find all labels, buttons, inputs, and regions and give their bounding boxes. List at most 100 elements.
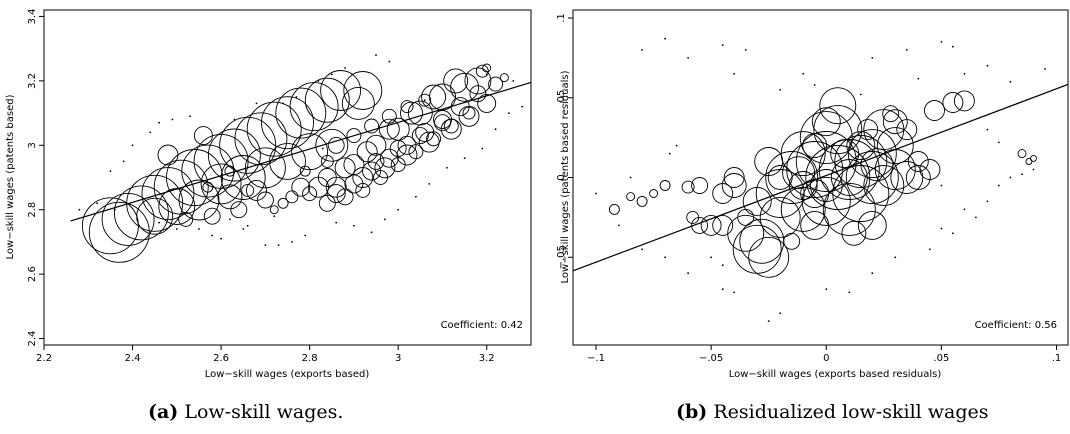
y-ticks-b: −.05 0 .05 .1: [556, 13, 573, 269]
point-a-37: [256, 191, 274, 209]
caption-a-tag: (a): [148, 401, 179, 423]
point-b-38: [905, 165, 931, 190]
dot-a-5: [149, 131, 152, 134]
dot-b-47: [710, 256, 712, 259]
point-b-52: [783, 232, 801, 250]
point-a-101: [458, 105, 480, 127]
dot-a-30: [397, 208, 400, 211]
dot-b-4: [721, 44, 724, 46]
point-a-89: [475, 64, 489, 78]
point-a-72: [462, 106, 476, 120]
x-tick-label-a-1: 2.4: [125, 353, 141, 364]
dot-a-17: [273, 215, 276, 218]
dot-b-48: [721, 264, 724, 267]
dot-b-36: [1009, 176, 1012, 179]
point-a-15: [275, 87, 327, 139]
point-a-94: [202, 181, 214, 193]
dot-b-9: [940, 41, 943, 43]
dot-a-1: [96, 202, 98, 205]
dot-b-16: [618, 224, 620, 227]
point-a-57: [379, 148, 399, 168]
point-a-86: [269, 205, 279, 215]
point-a-96: [352, 167, 374, 188]
point-b-51: [907, 151, 929, 172]
dot-b-33: [975, 216, 977, 219]
dot-b-3: [733, 72, 736, 75]
point-a-95: [325, 176, 347, 198]
point-b-33: [712, 214, 734, 236]
dot-b-5: [744, 49, 747, 51]
dot-b-32: [963, 208, 966, 211]
plot-frame-a: [43, 9, 532, 346]
y-tick-label-a-5: 3.4: [27, 8, 38, 24]
point-b-37: [819, 87, 857, 125]
dot-a-16: [304, 234, 307, 237]
dot-a-47: [322, 147, 324, 150]
dot-a-31: [415, 195, 417, 198]
point-a-98: [396, 144, 418, 166]
point-b-39: [919, 159, 941, 180]
dot-b-29: [929, 248, 931, 251]
point-b-28: [800, 210, 830, 240]
point-a-56: [362, 161, 382, 181]
x-tick-label-a-0: 2.2: [36, 353, 52, 364]
dot-b-2: [687, 57, 689, 59]
point-b-34: [700, 214, 722, 236]
dot-b-42: [813, 84, 816, 86]
point-a-22: [220, 155, 266, 200]
dot-b-41: [779, 88, 782, 91]
x-axis-title-b: Low−skill wages (exports based residuals…: [729, 369, 942, 380]
point-a-73: [327, 136, 345, 154]
point-a-66: [355, 182, 371, 198]
dot-b-24: [767, 320, 770, 322]
point-a-36: [178, 211, 194, 227]
point-a-30: [157, 144, 179, 166]
dot-a-4: [131, 144, 134, 147]
point-b-42: [924, 100, 945, 121]
dot-a-33: [446, 166, 448, 169]
dot-b-22: [733, 291, 736, 294]
y-axis-title-b: Low−skill wages (patents based residuals…: [560, 70, 571, 283]
dot-b-27: [871, 272, 874, 275]
point-b-54: [691, 177, 709, 194]
point-b-25: [863, 165, 905, 206]
y-tick-label-a-0: 2.4: [27, 331, 38, 347]
dot-a-20: [295, 96, 298, 98]
dot-b-11: [963, 72, 966, 75]
dot-a-37: [508, 112, 510, 114]
x-tick-label-a-5: 3.2: [479, 353, 495, 364]
point-b-50: [767, 165, 793, 190]
point-a-45: [464, 67, 492, 95]
caption-b: (b) Residualized low-skill wages: [676, 401, 989, 423]
point-b-66: [882, 105, 900, 123]
point-b-30: [721, 173, 747, 198]
point-b-7: [822, 182, 876, 236]
point-b-36: [811, 107, 841, 137]
point-a-26: [136, 197, 174, 235]
annotation-a: Coefficient: 0.42: [441, 320, 523, 331]
point-a-64: [318, 194, 336, 212]
dot-b-10: [952, 45, 954, 48]
x-tick-label-b-3: .05: [933, 353, 949, 364]
dot-b-13: [1009, 80, 1012, 83]
point-b-13: [818, 139, 880, 200]
dot-b-34: [986, 200, 989, 203]
dot-a-28: [370, 231, 373, 234]
point-a-19: [343, 71, 383, 110]
dot-a-2: [109, 170, 112, 173]
point-a-58: [397, 135, 417, 155]
point-b-69: [830, 139, 860, 169]
point-b-41: [896, 119, 918, 141]
dot-a-11: [220, 237, 223, 240]
dot-b-30: [940, 227, 943, 230]
point-b-16: [799, 111, 853, 165]
point-b-56: [659, 180, 671, 191]
point-a-80: [389, 140, 407, 157]
dot-a-27: [353, 224, 355, 227]
dot-a-38: [521, 105, 523, 108]
point-b-9: [845, 151, 899, 204]
fit-line-a: [70, 81, 532, 222]
point-a-90: [499, 73, 509, 83]
point-b-48: [846, 131, 876, 161]
